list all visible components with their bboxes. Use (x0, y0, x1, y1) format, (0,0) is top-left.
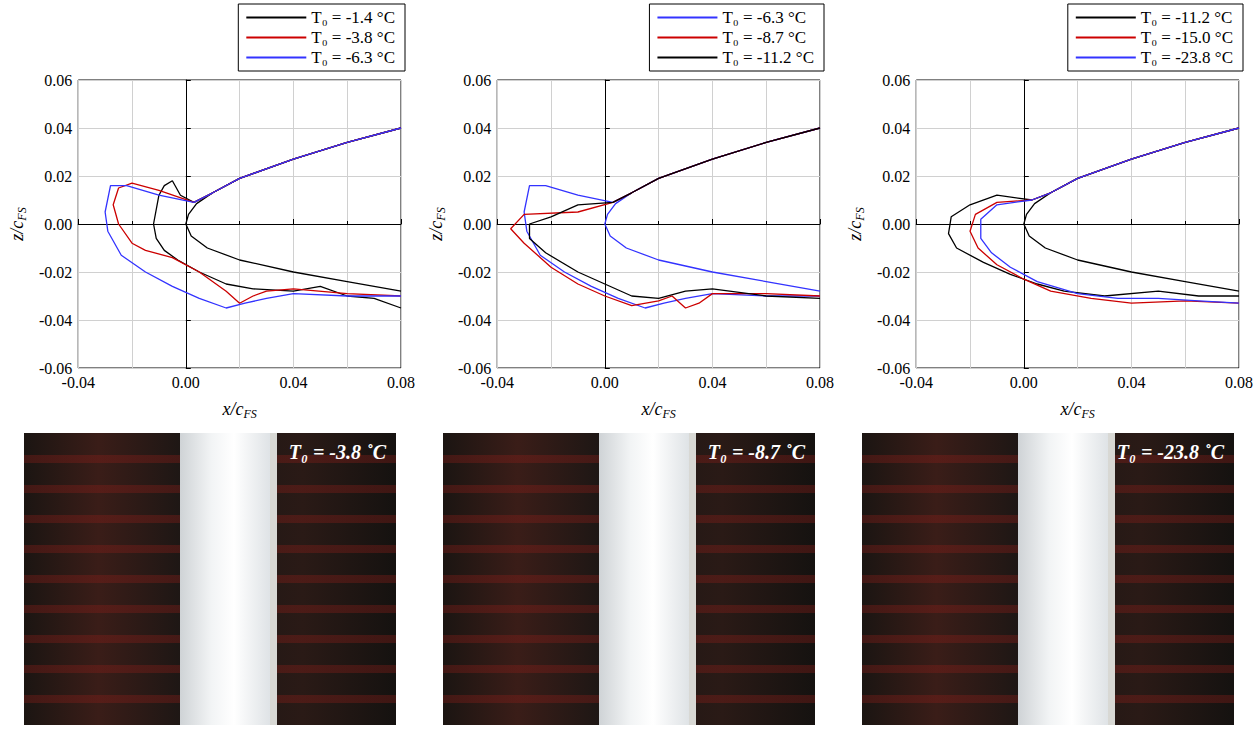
svg-text:-0.04: -0.04 (39, 312, 72, 329)
svg-text:T₀ = -11.2 °C: T₀ = -11.2 °C (722, 48, 814, 67)
svg-text:T₀ = -15.0 °C: T₀ = -15.0 °C (1141, 28, 1233, 47)
html-text:T₀ = -3.8 ˚C: T₀ = -3.8 ˚C (288, 441, 386, 463)
svg-text:-0.04: -0.04 (877, 312, 910, 329)
svg-text:0.04: 0.04 (698, 374, 726, 391)
svg-text:0.08: 0.08 (1225, 374, 1253, 391)
svg-text:0.04: 0.04 (279, 374, 307, 391)
svg-text:T₀ = -6.3 °C: T₀ = -6.3 °C (722, 8, 806, 27)
svg-text:T₀ = -23.8 °C: T₀ = -23.8 °C (1141, 48, 1233, 67)
svg-text:0.04: 0.04 (44, 120, 72, 137)
svg-text:x/c: x/c (221, 399, 243, 419)
html-text:T₀ = -8.7 ˚C: T₀ = -8.7 ˚C (707, 441, 805, 463)
svg-text:-0.04: -0.04 (62, 374, 95, 391)
svg-text:T₀ = -3.8 °C: T₀ = -3.8 °C (311, 28, 395, 47)
svg-text:FS: FS (661, 407, 675, 421)
svg-text:z/c: z/c (426, 221, 446, 242)
svg-text:0.02: 0.02 (44, 168, 72, 185)
svg-text:x/c: x/c (1059, 399, 1081, 419)
svg-text:0.00: 0.00 (591, 374, 619, 391)
svg-text:0.02: 0.02 (463, 168, 491, 185)
svg-text:0.00: 0.00 (463, 216, 491, 233)
svg-text:0.06: 0.06 (44, 72, 72, 89)
svg-text:0.08: 0.08 (387, 374, 415, 391)
svg-text:-0.06: -0.06 (457, 359, 492, 377)
svg-text:T₀ = -1.4 °C: T₀ = -1.4 °C (311, 8, 395, 27)
svg-text:-0.06: -0.06 (38, 359, 73, 377)
svg-text:0.08: 0.08 (806, 374, 834, 391)
svg-text:T₀ = -6.3 °C: T₀ = -6.3 °C (311, 48, 395, 67)
svg-text:0.04: 0.04 (882, 120, 910, 137)
svg-text:z/c: z/c (845, 221, 865, 242)
svg-text:-0.02: -0.02 (877, 264, 910, 281)
html-text:T₀ = -23.8 ˚C: T₀ = -23.8 ˚C (1116, 441, 1224, 463)
svg-text:0.06: 0.06 (463, 72, 491, 89)
svg-text:-0.04: -0.04 (900, 374, 933, 391)
svg-text:FS: FS (1080, 407, 1094, 421)
svg-text:0.00: 0.00 (1010, 374, 1038, 391)
svg-text:T₀ = -8.7 °C: T₀ = -8.7 °C (722, 28, 806, 47)
svg-text:T₀ = -11.2 °C: T₀ = -11.2 °C (1141, 8, 1233, 27)
svg-text:FS: FS (434, 207, 448, 221)
svg-text:0.06: 0.06 (882, 72, 910, 89)
svg-text:FS: FS (853, 207, 867, 221)
svg-text:z/c: z/c (7, 221, 27, 242)
svg-text:FS: FS (242, 407, 256, 421)
svg-text:-0.06: -0.06 (876, 359, 911, 377)
svg-text:-0.02: -0.02 (458, 264, 491, 281)
svg-text:-0.02: -0.02 (39, 264, 72, 281)
svg-text:x/c: x/c (640, 399, 662, 419)
svg-text:0.04: 0.04 (463, 120, 491, 137)
svg-text:-0.04: -0.04 (458, 312, 491, 329)
svg-text:0.02: 0.02 (882, 168, 910, 185)
svg-text:0.00: 0.00 (172, 374, 200, 391)
svg-text:0.04: 0.04 (1117, 374, 1145, 391)
svg-text:FS: FS (15, 207, 29, 221)
svg-text:0.00: 0.00 (44, 216, 72, 233)
svg-text:-0.04: -0.04 (481, 374, 514, 391)
svg-text:0.00: 0.00 (882, 216, 910, 233)
